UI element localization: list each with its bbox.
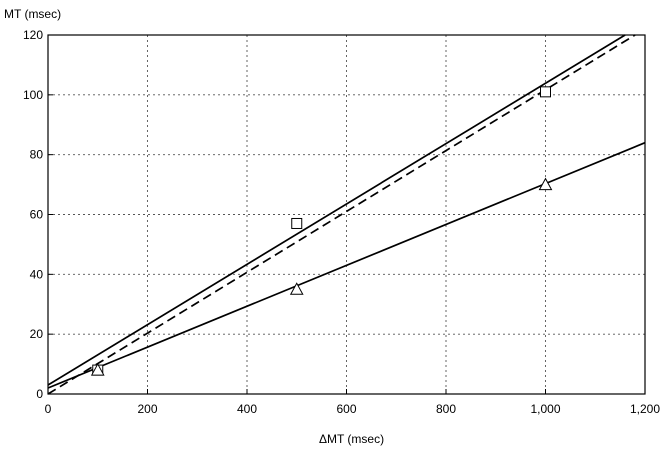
series-line-1-solid xyxy=(47,34,626,386)
x-tick-label: 200 xyxy=(137,402,157,416)
x-tick-label: 1,000 xyxy=(530,402,560,416)
y-tick-label: 0 xyxy=(36,387,43,401)
x-tick-label: 800 xyxy=(436,402,456,416)
series-line-2-dashed xyxy=(47,34,636,395)
y-tick-label: 40 xyxy=(30,267,44,281)
triangle-marker xyxy=(289,282,304,295)
x-tick-label: 0 xyxy=(45,402,52,416)
y-tick-label: 100 xyxy=(23,88,43,102)
y-tick-label: 80 xyxy=(30,148,44,162)
y-axis-ticks: 0 20 40 60 80 100 120 xyxy=(23,28,53,401)
triangle-marker xyxy=(538,177,553,191)
y-tick-label: 120 xyxy=(23,28,43,42)
y-tick-label: 60 xyxy=(30,208,44,222)
y-tick-label: 20 xyxy=(30,327,44,341)
x-tick-label: 1,200 xyxy=(630,402,660,416)
triangle-marker xyxy=(90,363,105,376)
x-axis-title: ΔMT (msec) xyxy=(319,432,384,446)
y-axis-title: MT (msec) xyxy=(4,7,61,21)
x-tick-label: 400 xyxy=(237,402,257,416)
square-marker xyxy=(540,86,551,98)
marker-layer xyxy=(90,86,553,376)
square-marker xyxy=(291,217,303,229)
x-axis-ticks: 0 200 400 600 800 1,000 1,200 xyxy=(45,389,660,416)
x-tick-label: 600 xyxy=(336,402,356,416)
